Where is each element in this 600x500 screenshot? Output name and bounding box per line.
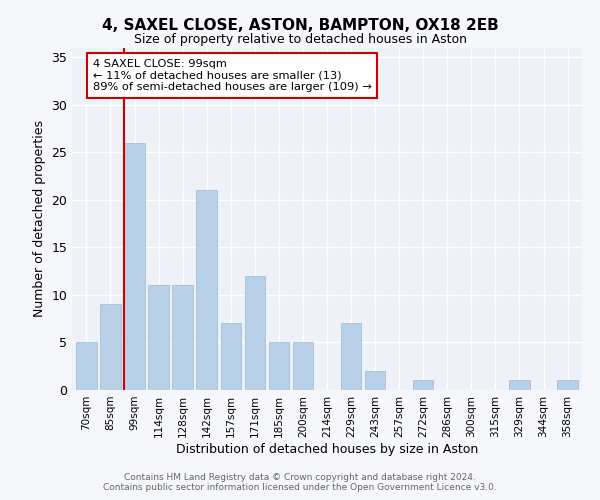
- Bar: [172, 286, 193, 390]
- Text: 4, SAXEL CLOSE, ASTON, BAMPTON, OX18 2EB: 4, SAXEL CLOSE, ASTON, BAMPTON, OX18 2EB: [101, 18, 499, 32]
- Bar: [148, 286, 169, 390]
- Bar: [293, 342, 313, 390]
- Bar: [245, 276, 265, 390]
- Bar: [557, 380, 578, 390]
- Text: Contains HM Land Registry data © Crown copyright and database right 2024.
Contai: Contains HM Land Registry data © Crown c…: [103, 473, 497, 492]
- Bar: [269, 342, 289, 390]
- Bar: [124, 142, 145, 390]
- Text: 4 SAXEL CLOSE: 99sqm
← 11% of detached houses are smaller (13)
89% of semi-detac: 4 SAXEL CLOSE: 99sqm ← 11% of detached h…: [93, 59, 371, 92]
- Bar: [76, 342, 97, 390]
- X-axis label: Distribution of detached houses by size in Aston: Distribution of detached houses by size …: [176, 442, 478, 456]
- Y-axis label: Number of detached properties: Number of detached properties: [33, 120, 46, 318]
- Text: Size of property relative to detached houses in Aston: Size of property relative to detached ho…: [133, 32, 467, 46]
- Bar: [100, 304, 121, 390]
- Bar: [196, 190, 217, 390]
- Bar: [509, 380, 530, 390]
- Bar: [365, 371, 385, 390]
- Bar: [341, 324, 361, 390]
- Bar: [221, 324, 241, 390]
- Bar: [413, 380, 433, 390]
